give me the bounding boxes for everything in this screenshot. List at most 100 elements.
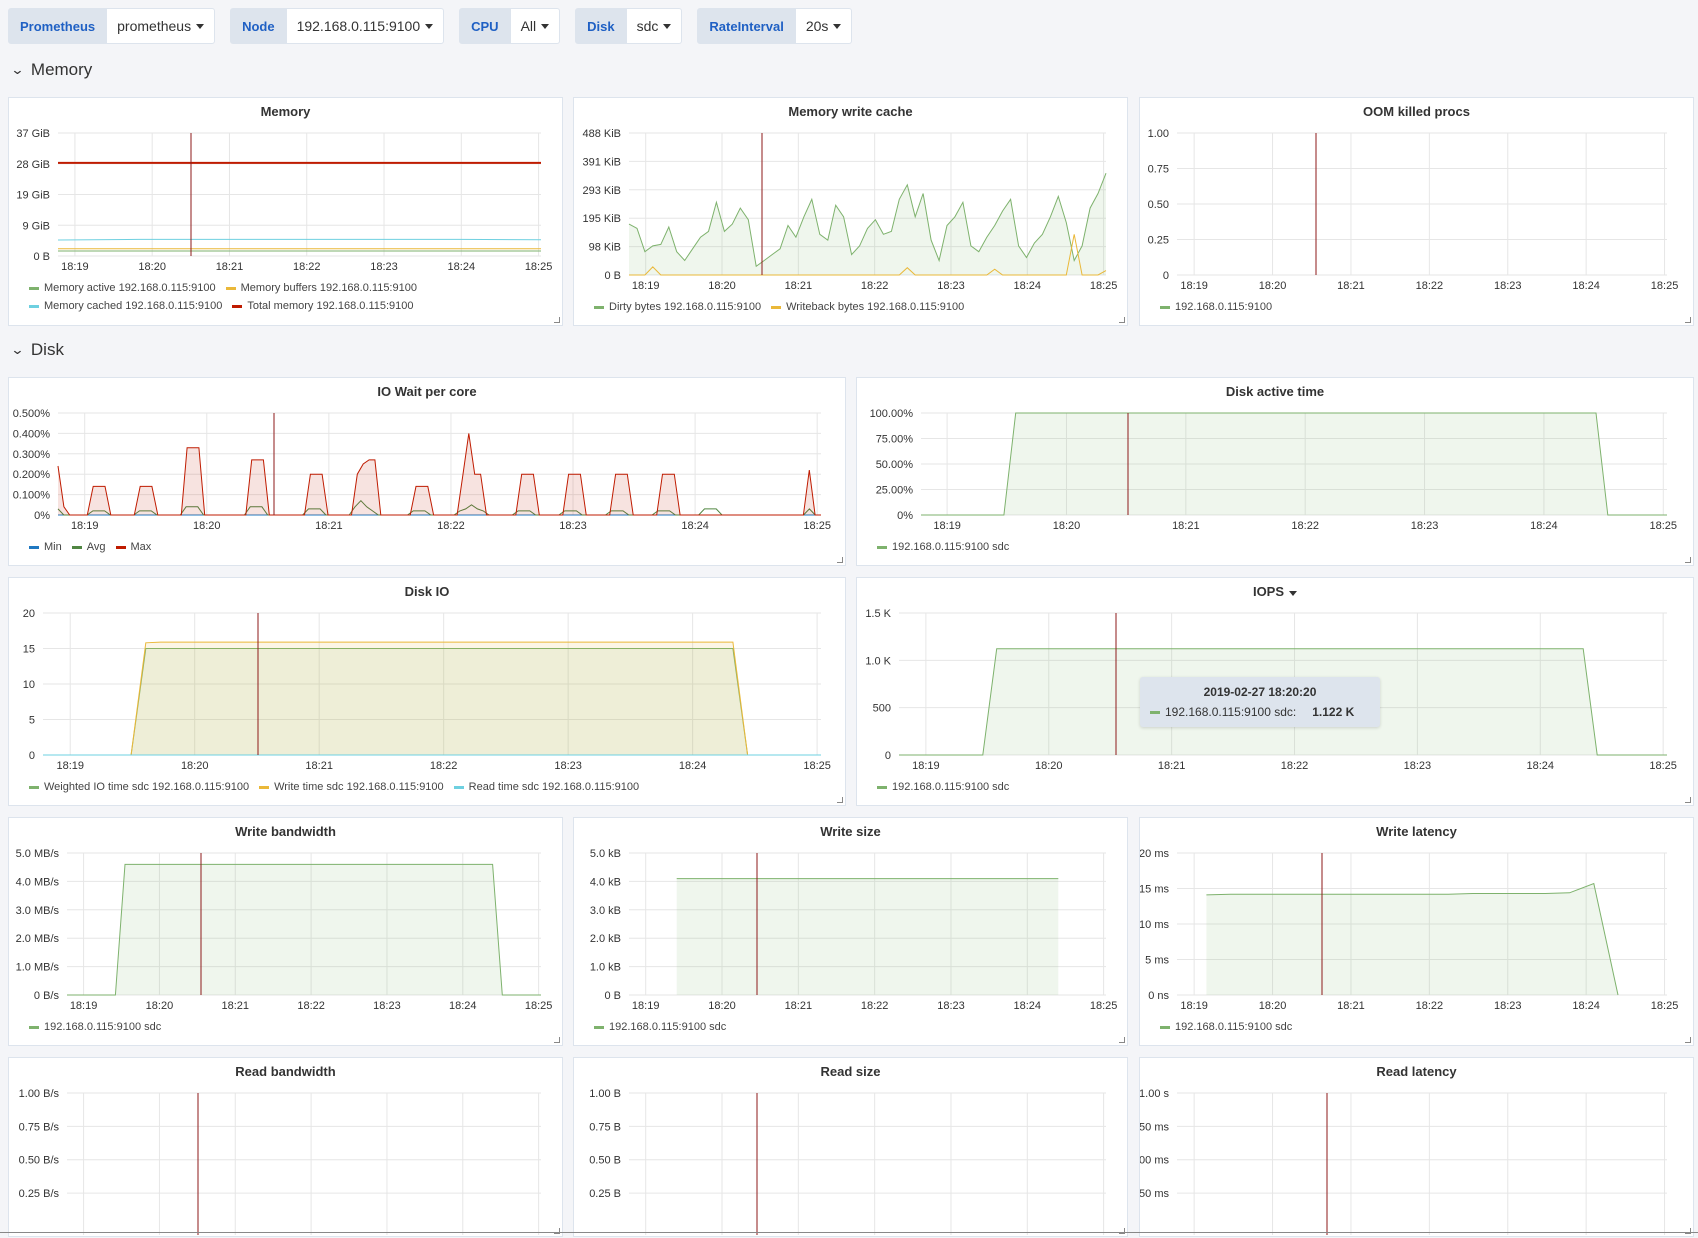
legend-item[interactable]: Total memory 192.168.0.115:9100 — [232, 297, 414, 315]
panel-title[interactable]: IOPS — [857, 584, 1693, 599]
y-tick-label: 75.00% — [876, 434, 914, 446]
var-dropdown[interactable]: prometheus — [107, 8, 216, 44]
var-rateinterval[interactable]: RateInterval 20s — [697, 8, 853, 44]
var-dropdown[interactable]: 192.168.0.115:9100 — [286, 8, 445, 44]
panel-title[interactable]: Disk IO — [404, 584, 450, 599]
panel-title[interactable]: OOM killed procs — [1363, 104, 1470, 119]
x-tick-label: 18:22 — [861, 280, 889, 292]
legend-item[interactable]: 192.168.0.115:9100 sdc — [877, 778, 1009, 796]
legend-item[interactable]: Min — [29, 538, 62, 556]
resize-handle[interactable] — [837, 557, 843, 563]
x-tick-label: 18:22 — [430, 760, 458, 772]
legend-item[interactable]: Avg — [71, 538, 106, 556]
x-tick-label: 18:21 — [1158, 760, 1186, 772]
panel-rsize[interactable]: Read size 0.25 B 0.50 B 0.75 B 1.00 B — [573, 1057, 1128, 1237]
x-tick-label: 18:23 — [370, 261, 398, 273]
panel-wlat[interactable]: Write latency 0 ns 5 ms 10 ms 15 ms 20 ms 18:1… — [1139, 817, 1694, 1046]
panel-title[interactable]: IO Wait per core — [377, 384, 477, 399]
y-tick-label: 0 B — [33, 251, 50, 263]
legend-item[interactable]: 192.168.0.115:9100 sdc — [877, 538, 1009, 556]
legend-item[interactable]: Max — [115, 538, 151, 556]
x-tick-label: 18:24 — [1530, 520, 1558, 532]
legend-item[interactable]: Writeback bytes 192.168.0.115:9100 — [771, 298, 964, 316]
panel-iowait[interactable]: IO Wait per core 0% 0.100% 0.200% 0.300% 0.40… — [8, 377, 846, 566]
var-disk[interactable]: Disk sdc — [575, 8, 683, 44]
panel-title[interactable]: Disk active time — [1225, 384, 1325, 399]
legend-swatch — [225, 286, 236, 290]
panel-title[interactable]: Read bandwidth — [235, 1064, 336, 1079]
panel-active[interactable]: Disk active time 0% 25.00% 50.00% 75.00% 100.… — [856, 377, 1694, 566]
panel-title[interactable]: Memory write cache — [788, 104, 913, 119]
panel-title[interactable]: Read latency — [1376, 1064, 1457, 1079]
resize-handle[interactable] — [1685, 1037, 1691, 1043]
panel-oom[interactable]: OOM killed procs 0 0.25 0.50 0.75 1.00 18:19 18… — [1139, 97, 1694, 326]
y-tick-label: 0% — [897, 510, 913, 522]
x-tick-label: 18:22 — [861, 1000, 889, 1012]
legend-item[interactable]: 192.168.0.115:9100 sdc — [594, 1018, 726, 1036]
resize-handle[interactable] — [837, 797, 843, 803]
legend-item[interactable]: 192.168.0.115:9100 sdc — [29, 1018, 161, 1036]
panel-memory[interactable]: Memory 0 B 9 GiB 19 GiB 28 GiB 37 GiB 18:19 18:… — [8, 97, 563, 326]
panel-title[interactable]: Write size — [820, 824, 881, 839]
var-dropdown[interactable]: All — [510, 8, 561, 44]
legend-label: 192.168.0.115:9100 sdc — [44, 1021, 162, 1033]
y-tick-label: 0.75 B/s — [19, 1121, 60, 1133]
resize-handle[interactable] — [1685, 317, 1691, 323]
chart-memory: 0 B 9 GiB 19 GiB 28 GiB 37 GiB 18:19 18:20 18:2… — [16, 128, 552, 273]
legend-label: Weighted IO time sdc 192.168.0.115:9100 — [44, 781, 250, 793]
panel-title[interactable]: Read size — [820, 1064, 881, 1079]
panel-rbw[interactable]: Read bandwidth 0.25 B/s 0.50 B/s 0.75 B/s 1.… — [8, 1057, 563, 1237]
row-disk[interactable]: ⌄ Disk — [10, 340, 64, 360]
x-tick-label: 18:20 — [708, 280, 736, 292]
legend-item[interactable]: Weighted IO time sdc 192.168.0.115:9100 — [29, 778, 249, 796]
resize-handle[interactable] — [1685, 557, 1691, 563]
resize-handle[interactable] — [554, 1228, 560, 1234]
y-tick-label: 500 — [873, 703, 891, 715]
resize-handle[interactable] — [1685, 797, 1691, 803]
resize-handle[interactable] — [1119, 317, 1125, 323]
legend-label: Writeback bytes 192.168.0.115:9100 — [786, 301, 965, 313]
legend-item[interactable]: 192.168.0.115:9100 sdc — [1160, 1018, 1292, 1036]
panel-title[interactable]: Memory — [260, 104, 311, 119]
x-tick-label: 18:22 — [293, 261, 321, 273]
resize-handle[interactable] — [554, 317, 560, 323]
var-value: sdc — [636, 18, 659, 34]
legend-swatch — [877, 545, 887, 549]
resize-handle[interactable] — [1119, 1037, 1125, 1043]
y-tick-label: 3.0 kB — [590, 905, 621, 917]
var-node[interactable]: Node 192.168.0.115:9100 — [230, 8, 445, 44]
var-cpu[interactable]: CPU All — [459, 8, 561, 44]
panel-wsize[interactable]: Write size 0 B 1.0 kB 2.0 kB 3.0 kB 4.0 kB 5.0… — [573, 817, 1128, 1046]
y-tick-label: 0.75 — [1148, 164, 1169, 176]
panel-diskio[interactable]: Disk IO 0 5 10 15 20 18:19 18:20 18:21 18:22 18:23… — [8, 577, 846, 806]
legend-item[interactable]: Memory buffers 192.168.0.115:9100 — [225, 279, 417, 297]
panel-title[interactable]: Write latency — [1376, 824, 1457, 839]
resize-handle[interactable] — [1685, 1228, 1691, 1234]
chart-wlat: 0 ns 5 ms 10 ms 15 ms 20 ms 18:19 18:20 18:21 18… — [1140, 848, 1678, 1012]
legend-item[interactable]: Dirty bytes 192.168.0.115:9100 — [594, 298, 761, 316]
y-tick-label: 391 KiB — [582, 156, 621, 168]
var-prometheus[interactable]: Prometheus prometheus — [8, 8, 216, 44]
legend-item[interactable]: Memory cached 192.168.0.115:9100 — [29, 297, 222, 315]
panel-rlat[interactable]: Read latency 250 ms 500 ms 750 ms 1.00 s — [1139, 1057, 1694, 1237]
row-memory[interactable]: ⌄ Memory — [10, 60, 92, 80]
y-tick-label: 0.400% — [13, 428, 51, 440]
y-tick-label: 1.5 K — [865, 608, 891, 620]
var-dropdown[interactable]: sdc — [626, 8, 683, 44]
legend-item[interactable]: 192.168.0.115:9100 — [1160, 298, 1272, 316]
series-line — [628, 173, 1107, 268]
legend-label: Min — [44, 541, 62, 553]
legend-item[interactable]: Memory active 192.168.0.115:9100 — [29, 279, 216, 297]
resize-handle[interactable] — [554, 1037, 560, 1043]
legend-swatch — [259, 785, 270, 789]
x-tick-label: 18:21 — [785, 1000, 813, 1012]
panel-title[interactable]: Write bandwidth — [235, 824, 336, 839]
panel-wbw[interactable]: Write bandwidth 0 B/s 1.0 MB/s 2.0 MB/s 3.0 … — [8, 817, 563, 1046]
tooltip-time: 2019-02-27 18:20:20 — [1203, 685, 1317, 699]
var-dropdown[interactable]: 20s — [795, 8, 853, 44]
graph-tooltip: 2019-02-27 18:20:20 192.168.0.115:9100 s… — [1140, 677, 1380, 727]
legend-item[interactable]: Write time sdc 192.168.0.115:9100 — [259, 778, 444, 796]
resize-handle[interactable] — [1119, 1228, 1125, 1234]
panel-write_cache[interactable]: Memory write cache 0 B 98 KiB 195 KiB 293 Ki… — [573, 97, 1128, 326]
legend-item[interactable]: Read time sdc 192.168.0.115:9100 — [453, 778, 639, 796]
